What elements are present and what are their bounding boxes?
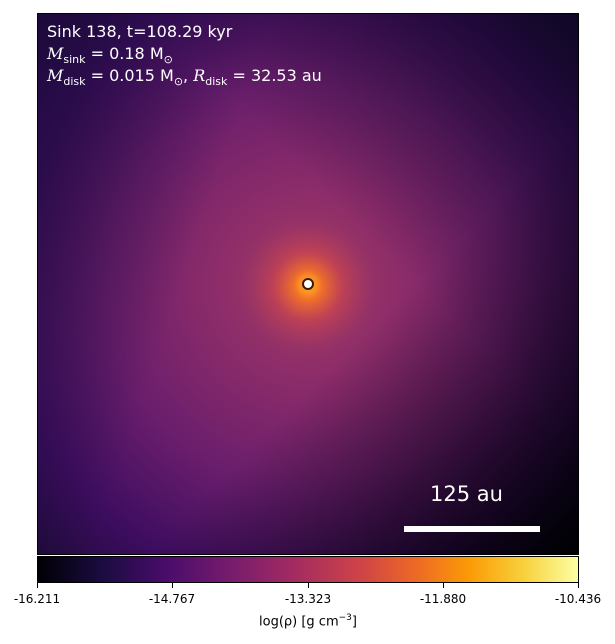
colorbar-tick bbox=[578, 583, 579, 588]
colorbar-tick-label: -13.323 bbox=[284, 592, 332, 606]
m-sink-symbol: M bbox=[47, 44, 64, 63]
colorbar-tick-label: -11.880 bbox=[419, 592, 467, 606]
colorbar-tick bbox=[37, 583, 38, 588]
colorbar-label-end: ] bbox=[351, 614, 357, 630]
m-disk-symbol: M bbox=[47, 66, 64, 85]
scalebar-label: 125 au bbox=[430, 482, 503, 506]
scalebar bbox=[404, 526, 540, 532]
m-disk-subscript: disk bbox=[63, 75, 86, 89]
colorbar-label-main: log(ρ) [g cm bbox=[259, 614, 339, 630]
colorbar-tick-label: -16.211 bbox=[13, 592, 61, 606]
density-map-panel: Sink 138, t=108.29 kyr Msink = 0.18 M⊙ M… bbox=[37, 13, 579, 555]
r-disk-subscript: disk bbox=[205, 75, 228, 89]
sink-marker bbox=[302, 278, 314, 290]
colorbar-tick-label: -14.767 bbox=[148, 592, 196, 606]
colorbar-tick-label: -10.436 bbox=[554, 592, 602, 606]
m-sink-unit-subscript: ⊙ bbox=[163, 53, 173, 67]
m-sink-value: = 0.18 M bbox=[85, 44, 164, 63]
m-disk-value: = 0.015 M bbox=[85, 66, 174, 85]
r-disk-value: = 32.53 au bbox=[227, 66, 322, 85]
m-sink-subscript: sink bbox=[63, 53, 86, 67]
colorbar-tick bbox=[443, 583, 444, 588]
colorbar-label: log(ρ) [g cm−3] bbox=[259, 613, 357, 629]
disk-info-line: Mdisk = 0.015 M⊙, Rdisk = 32.53 au bbox=[47, 65, 322, 92]
colorbar bbox=[37, 556, 579, 583]
sink-mass-line: Msink = 0.18 M⊙ bbox=[47, 43, 173, 70]
sink-info-line: Sink 138, t=108.29 kyr bbox=[47, 22, 233, 41]
colorbar-tick bbox=[308, 583, 309, 588]
comma-separator: , bbox=[183, 66, 194, 85]
colorbar-label-exponent: −3 bbox=[338, 613, 352, 623]
m-disk-unit-subscript: ⊙ bbox=[173, 75, 184, 89]
colorbar-tick bbox=[172, 583, 173, 588]
r-disk-symbol: R bbox=[193, 66, 206, 85]
